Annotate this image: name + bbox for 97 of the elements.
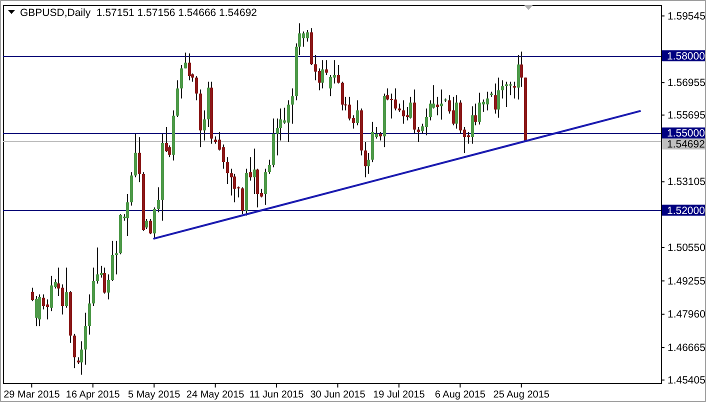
candlestick [165, 126, 168, 153]
x-tick-label: 11 Jun 2015 [249, 390, 304, 401]
candlestick [367, 152, 370, 174]
candlestick [188, 52, 191, 81]
candlestick [440, 88, 443, 120]
candlestick [306, 29, 309, 42]
y-tick-label: 1.50550 [668, 242, 706, 254]
candlestick [517, 54, 520, 100]
candlestick [264, 168, 267, 206]
candlestick [195, 76, 198, 101]
candlestick [425, 108, 428, 136]
candlestick [321, 60, 324, 89]
candlestick [46, 298, 49, 320]
candlestick [253, 148, 256, 194]
candlestick [241, 186, 244, 215]
candlestick [249, 156, 252, 182]
candlestick [88, 294, 91, 336]
candlestick [394, 88, 397, 111]
candlestick [455, 94, 458, 130]
candlestick [103, 267, 106, 294]
candlestick [149, 218, 152, 235]
candlestick [157, 186, 160, 213]
candlestick [287, 100, 290, 142]
ref-line-label: 1.52000 [667, 204, 706, 217]
x-tick-label: 19 Jul 2015 [373, 390, 426, 401]
candlestick [318, 68, 321, 91]
y-tick-label: 1.56955 [668, 76, 706, 89]
candlestick [494, 83, 497, 114]
candlestick [501, 80, 504, 99]
candlestick [92, 267, 95, 307]
y-tick-label: 1.59545 [668, 10, 706, 22]
chart-title: GBPUSD,Daily 1.57151 1.57156 1.54666 1.54692 [20, 7, 258, 19]
candlestick [291, 88, 294, 124]
y-tick-label: 1.45405 [668, 374, 706, 386]
candlestick [452, 96, 455, 126]
candlestick [42, 294, 45, 310]
candlestick [184, 52, 187, 69]
candlestick [38, 294, 41, 327]
candlestick [302, 31, 305, 48]
candlestick [31, 287, 34, 302]
candlestick [233, 173, 236, 203]
candlestick [145, 218, 148, 230]
ref-line-label: 1.55000 [667, 128, 706, 140]
candlestick [84, 312, 87, 366]
candlestick [513, 81, 516, 99]
candlestick [115, 240, 118, 275]
candlestick [80, 340, 83, 376]
candlestick [73, 333, 76, 369]
y-tick-label: 1.47960 [668, 308, 706, 321]
candlestick [486, 91, 489, 111]
candlestick [329, 74, 332, 97]
ref-line-label: 1.54692 [667, 138, 706, 151]
candlestick [364, 141, 367, 178]
x-tick-label: 30 Jun 2015 [310, 390, 366, 401]
candlestick [417, 126, 420, 142]
candlestick [478, 92, 481, 125]
x-tick-label: 25 Aug 2015 [493, 390, 550, 401]
candlestick [96, 247, 99, 284]
candlestick [406, 106, 409, 121]
candlestick [390, 93, 393, 120]
candlestick [314, 54, 317, 81]
y-tick-label: 1.46665 [668, 342, 706, 354]
candlestick [402, 100, 405, 124]
candlestick [268, 159, 271, 174]
candlestick [180, 64, 183, 99]
candlestick [348, 96, 351, 121]
x-tick-label: 5 May 2015 [128, 390, 181, 401]
candlestick [65, 267, 68, 308]
candlestick [138, 136, 141, 183]
candlestick [35, 295, 38, 327]
candlestick [337, 64, 340, 84]
x-tick-label: 29 Mar 2015 [4, 390, 60, 401]
candlestick [471, 106, 474, 144]
x-tick-label: 6 Aug 2015 [434, 390, 486, 401]
candlestick [226, 156, 229, 184]
y-tick-label: 1.49255 [668, 275, 706, 288]
y-tick-label: 1.55695 [668, 109, 706, 122]
candlestick [134, 133, 137, 178]
candlestick [203, 110, 206, 141]
x-tick-label: 24 May 2015 [186, 390, 245, 401]
candlestick [474, 103, 477, 126]
candlestick [409, 96, 412, 120]
candlestick [341, 81, 344, 111]
candlestick [436, 96, 439, 116]
candlestick [356, 100, 359, 126]
ref-line-label: 1.58000 [667, 50, 706, 62]
candlestick [126, 194, 129, 236]
candlestick [497, 77, 500, 118]
y-tick-label: 1.53105 [668, 176, 706, 188]
candlestick [333, 60, 336, 84]
candlestick [107, 274, 110, 300]
x-tick-label: 16 Apr 2015 [66, 390, 120, 401]
candlestick [325, 60, 328, 76]
candlestick [520, 51, 523, 88]
candlestick [50, 275, 53, 312]
candlestick [61, 284, 64, 316]
candlestick [100, 265, 103, 278]
